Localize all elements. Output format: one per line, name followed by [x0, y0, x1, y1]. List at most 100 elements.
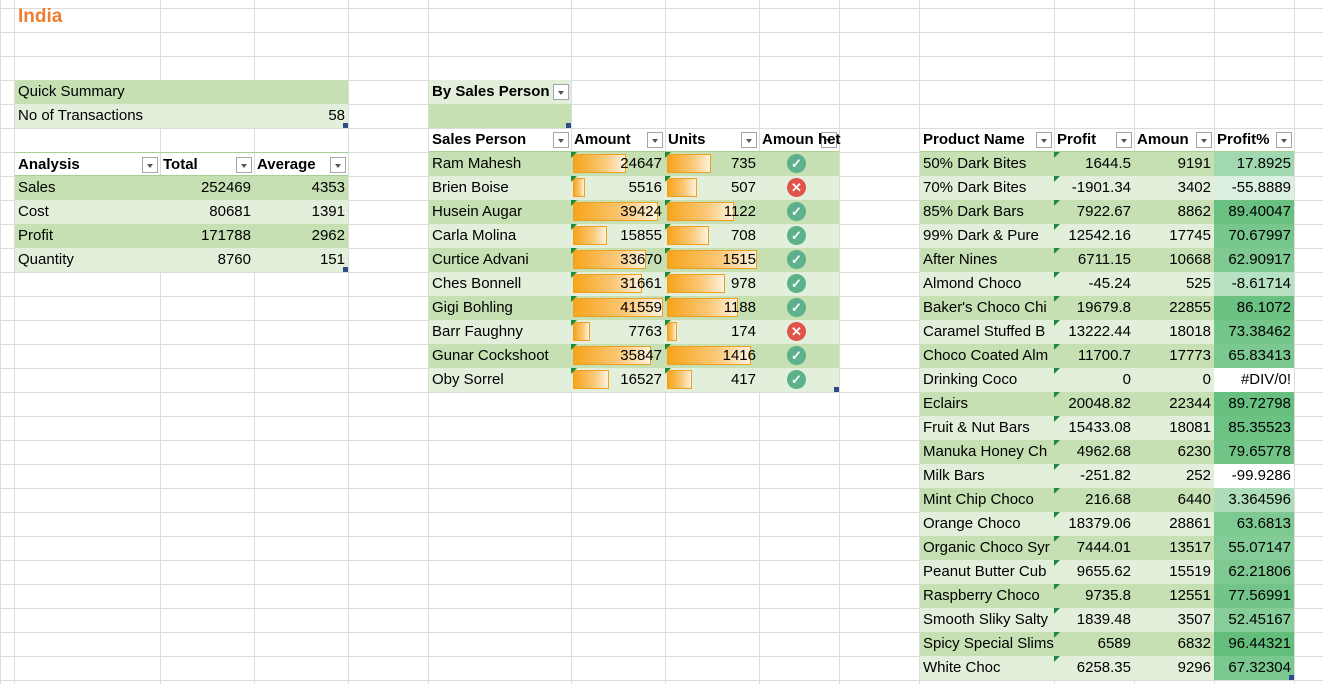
amount-value: 16527 — [620, 371, 662, 388]
product-name: Organic Choco Syr — [920, 536, 1054, 560]
amount-value: 17745 — [1134, 224, 1214, 248]
filter-dropdown-button[interactable] — [741, 132, 757, 148]
units-value: 735 — [730, 155, 756, 172]
filter-dropdown-button[interactable] — [142, 157, 158, 173]
column-header[interactable]: Analysis — [15, 152, 160, 176]
profit-percent-value: 73.38462 — [1214, 320, 1294, 344]
amount-data-bar — [573, 298, 663, 317]
filter-dropdown-button[interactable] — [821, 132, 837, 148]
units-value: 978 — [730, 275, 756, 292]
profit-value: 4962.68 — [1054, 440, 1134, 464]
error-indicator-icon — [571, 200, 577, 206]
units-value: 1188 — [723, 299, 756, 316]
column-header[interactable]: Units — [665, 128, 759, 152]
amount-cell: 5516 — [571, 176, 665, 200]
error-indicator-icon — [571, 368, 577, 374]
profit-value: 15433.08 — [1054, 416, 1134, 440]
transactions-value: 58 — [254, 104, 348, 128]
units-value: 1122 — [723, 203, 756, 220]
cell-value: 171788 — [160, 224, 254, 248]
amount-value: 9191 — [1134, 152, 1214, 176]
column-header[interactable]: Profit% — [1214, 128, 1294, 152]
column-header[interactable]: Average — [254, 152, 348, 176]
profit-percent-value: -8.61714 — [1214, 272, 1294, 296]
product-name: Drinking Coco — [920, 368, 1054, 392]
product-name: White Choc — [920, 656, 1054, 680]
column-header[interactable]: Sales Person — [429, 128, 571, 152]
status-cell: ✓ — [759, 200, 839, 224]
error-indicator-icon — [665, 344, 671, 350]
filter-dropdown-button[interactable] — [1036, 132, 1052, 148]
cell-value: 1391 — [254, 200, 348, 224]
units-data-bar — [667, 178, 698, 197]
profit-value: -1901.34 — [1054, 176, 1134, 200]
error-indicator-icon — [1054, 320, 1060, 326]
cell — [160, 80, 254, 104]
filter-dropdown-button[interactable] — [1196, 132, 1212, 148]
units-cell: 174 — [665, 320, 759, 344]
units-data-bar — [667, 370, 692, 389]
error-indicator-icon — [665, 248, 671, 254]
profit-value: 6258.35 — [1054, 656, 1134, 680]
amount-value: 3402 — [1134, 176, 1214, 200]
error-indicator-icon — [665, 272, 671, 278]
column-header[interactable]: Amoun — [759, 128, 839, 152]
error-indicator-icon — [1054, 440, 1060, 446]
filter-dropdown-button[interactable] — [236, 157, 252, 173]
profit-value: 1644.5 — [1054, 152, 1134, 176]
units-value: 1515 — [722, 251, 756, 268]
error-indicator-icon — [1054, 224, 1060, 230]
column-header[interactable]: Product Name — [920, 128, 1054, 152]
profit-percent-value: 85.35523 — [1214, 416, 1294, 440]
product-name: Almond Choco — [920, 272, 1054, 296]
error-indicator-icon — [571, 176, 577, 182]
profit-percent-value: 79.65778 — [1214, 440, 1294, 464]
profit-value: 7444.01 — [1054, 536, 1134, 560]
table-resize-handle[interactable] — [834, 387, 839, 392]
product-name: Mint Chip Choco — [920, 488, 1054, 512]
profit-percent-value: 86.1072 — [1214, 296, 1294, 320]
profit-value: 13222.44 — [1054, 320, 1134, 344]
filter-dropdown-button[interactable] — [1276, 132, 1292, 148]
table-resize-handle[interactable] — [566, 123, 571, 128]
profit-value: 0 — [1054, 368, 1134, 392]
amount-value: 0 — [1134, 368, 1214, 392]
amount-value: 6832 — [1134, 632, 1214, 656]
units-data-bar — [667, 250, 757, 269]
sales-person-name: Curtice Advani — [429, 248, 571, 272]
profit-value: 19679.8 — [1054, 296, 1134, 320]
amount-data-bar — [573, 226, 608, 245]
profit-percent-value: 63.6813 — [1214, 512, 1294, 536]
check-circle-icon: ✓ — [787, 298, 806, 317]
error-indicator-icon — [1054, 464, 1060, 470]
amount-cell: 7763 — [571, 320, 665, 344]
units-data-bar — [667, 154, 711, 173]
column-header[interactable]: Amount — [571, 128, 665, 152]
column-header[interactable]: Profit — [1054, 128, 1134, 152]
amount-cell: 33670 — [571, 248, 665, 272]
filter-dropdown-button[interactable] — [647, 132, 663, 148]
units-data-bar — [667, 226, 710, 245]
sales-person-name: Gigi Bohling — [429, 296, 571, 320]
error-indicator-icon — [1054, 368, 1060, 374]
sales-person-filter-label[interactable]: By Sales Person — [429, 80, 571, 104]
column-header[interactable]: Amoun — [1134, 128, 1214, 152]
error-indicator-icon — [1054, 248, 1060, 254]
profit-percent-value: -55.8889 — [1214, 176, 1294, 200]
product-name: 70% Dark Bites — [920, 176, 1054, 200]
row-label: Sales — [15, 176, 160, 200]
filter-dropdown-button[interactable] — [553, 84, 569, 100]
amount-value: 31661 — [620, 275, 662, 292]
amount-data-bar — [573, 202, 659, 221]
filter-dropdown-button[interactable] — [1116, 132, 1132, 148]
filter-dropdown-button[interactable] — [553, 132, 569, 148]
column-header[interactable]: Total — [160, 152, 254, 176]
cell-value: 2962 — [254, 224, 348, 248]
table-resize-handle[interactable] — [343, 267, 348, 272]
error-indicator-icon — [1054, 296, 1060, 302]
table-resize-handle[interactable] — [1289, 675, 1294, 680]
table-resize-handle[interactable] — [343, 123, 348, 128]
units-value: 708 — [730, 227, 756, 244]
units-value: 1416 — [722, 347, 756, 364]
filter-dropdown-button[interactable] — [330, 157, 346, 173]
